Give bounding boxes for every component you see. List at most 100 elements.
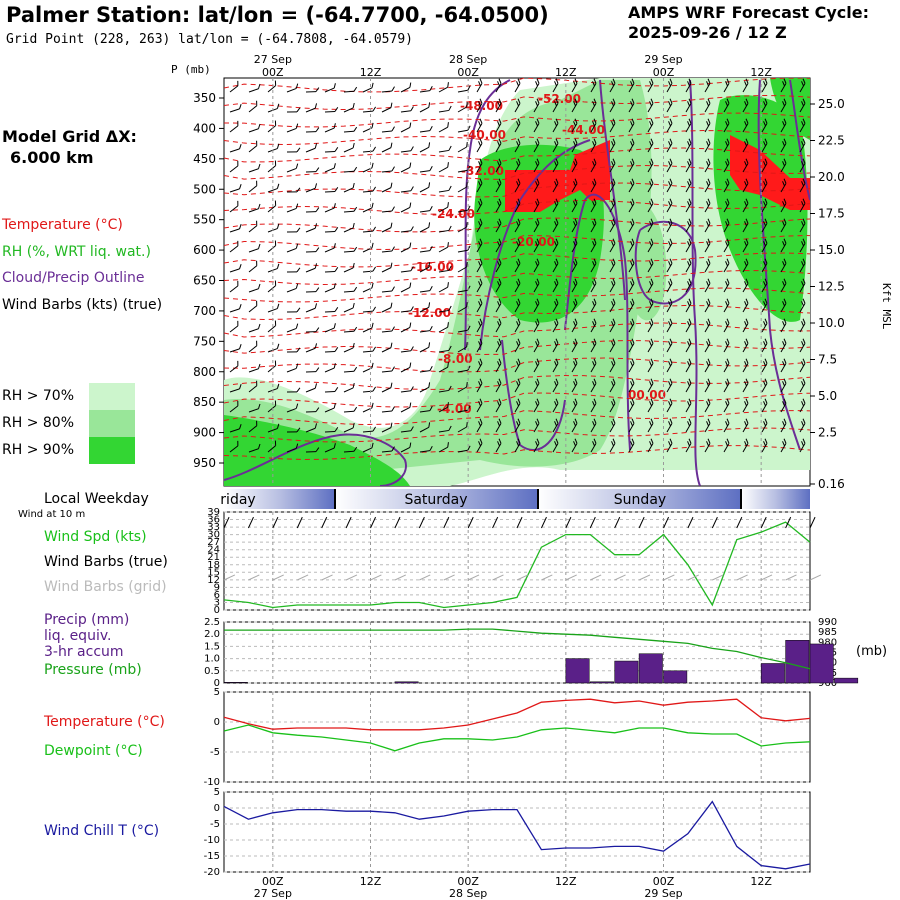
wind-barb-flag bbox=[447, 242, 449, 248]
wind-barb-flag bbox=[466, 341, 468, 348]
wind-barb bbox=[628, 238, 635, 253]
wind-barb bbox=[343, 326, 358, 333]
wind-barb-flag bbox=[706, 381, 709, 387]
wind-barb bbox=[419, 262, 431, 273]
wind-barb bbox=[324, 147, 339, 153]
weekday-name: Sunday bbox=[614, 492, 666, 508]
wind-barb-flag bbox=[410, 146, 414, 152]
wind-barb bbox=[438, 442, 449, 453]
wind-barb-flag bbox=[574, 278, 578, 284]
wind-barb-flag bbox=[371, 442, 374, 448]
wind-barb bbox=[704, 358, 711, 373]
wind-barb bbox=[324, 107, 339, 113]
wind-barb-flag bbox=[611, 361, 614, 367]
wind-barb bbox=[723, 178, 730, 193]
wind-barb-shaft bbox=[799, 303, 806, 313]
wind-barb-shaft bbox=[400, 327, 411, 333]
wind-barb bbox=[305, 223, 318, 233]
wind-barb-shaft bbox=[324, 367, 335, 373]
wind-barb-flag bbox=[334, 227, 339, 232]
wind-barb bbox=[590, 438, 597, 453]
wind-barb-flag bbox=[574, 178, 578, 184]
wind-barb-flag bbox=[372, 146, 377, 152]
wind-barb-flag bbox=[745, 238, 749, 244]
wind-barb-shaft bbox=[514, 403, 521, 413]
wind-barb-flag bbox=[535, 401, 538, 407]
wind-barb-shaft bbox=[514, 223, 521, 233]
wind-barb bbox=[248, 180, 258, 193]
wind-barb bbox=[780, 98, 787, 113]
wind-barb-shaft bbox=[362, 230, 374, 233]
wind-barb-flag bbox=[479, 138, 483, 144]
wind-barb-shaft bbox=[785, 516, 792, 529]
kft-tick-label: 22.5 bbox=[818, 134, 845, 148]
wind-barb-shaft bbox=[495, 443, 502, 453]
wind-barb-shaft bbox=[457, 89, 468, 93]
wind-barb-shaft bbox=[609, 123, 616, 133]
wind-barb-flag bbox=[802, 338, 806, 344]
wind-barb-shaft bbox=[590, 143, 597, 153]
wind-barb bbox=[533, 418, 540, 433]
wind-barb-flag bbox=[669, 338, 673, 344]
forecast-cycle-date: 2025-09-26 / 12 Z bbox=[628, 23, 787, 42]
wind-barb-flag bbox=[428, 422, 431, 428]
wind-barb-flag bbox=[497, 261, 500, 267]
wind-barb-shaft bbox=[438, 366, 448, 373]
legend-rh: RH (%, WRT liq. wat.) bbox=[2, 244, 151, 260]
wind-barb-flag bbox=[801, 281, 804, 287]
temperature-contour bbox=[224, 78, 810, 93]
kft-tick-label: 2.5 bbox=[818, 426, 837, 440]
wind-barb-shaft bbox=[723, 203, 730, 213]
wind-barb bbox=[685, 238, 692, 253]
kft-tick-label: 0.16 bbox=[818, 477, 845, 491]
surface-wind-barb bbox=[247, 516, 254, 529]
wind-barb-flag bbox=[706, 281, 709, 287]
wind-barb-flag bbox=[706, 241, 709, 247]
wind-barb-flag bbox=[274, 120, 277, 126]
wind-barb-shaft bbox=[799, 243, 806, 253]
wind-barb bbox=[438, 425, 452, 433]
wind-barb-flag bbox=[668, 161, 671, 167]
wind-barb-shaft bbox=[540, 516, 547, 529]
wind-barb-flag bbox=[573, 421, 576, 427]
wind-barb-shaft bbox=[609, 323, 616, 333]
wind-barb bbox=[647, 438, 654, 453]
wind-barb-flag bbox=[256, 220, 258, 226]
wind-barb bbox=[476, 298, 483, 313]
wind-barb-flag bbox=[391, 246, 395, 252]
wind-barb-shaft bbox=[666, 323, 673, 333]
wind-barb bbox=[400, 82, 412, 93]
wind-barb bbox=[476, 158, 483, 173]
wind-barb-shaft bbox=[419, 410, 430, 413]
wind-barb-flag bbox=[631, 98, 635, 104]
wind-barb-shaft bbox=[381, 170, 392, 173]
wind-barb-shaft bbox=[609, 203, 616, 213]
wind-barb-flag bbox=[371, 162, 374, 168]
pressure-tick-label: 900 bbox=[193, 426, 216, 440]
wind-barb-shaft bbox=[400, 207, 411, 213]
wind-barb-shaft bbox=[267, 445, 276, 453]
wind-barb-shaft bbox=[362, 150, 374, 153]
wind-barb-shaft bbox=[286, 247, 297, 253]
wind-barb-flag bbox=[592, 141, 595, 147]
legend-cloud-outline: Cloud/Precip Outline bbox=[2, 270, 145, 286]
wind-barb-flag bbox=[744, 141, 747, 147]
temp-panel-tick-label: -5 bbox=[210, 747, 220, 758]
wind-barb bbox=[685, 138, 692, 153]
wind-barb bbox=[343, 342, 355, 353]
wind-barb-flag bbox=[802, 418, 806, 424]
wind-barb-flag bbox=[555, 298, 559, 304]
wind-barb-flag bbox=[497, 381, 500, 387]
wind-barb-flag bbox=[536, 438, 540, 444]
wind-barb-shaft bbox=[565, 516, 572, 529]
wind-barb-flag bbox=[630, 401, 633, 407]
wind-barb-flag bbox=[631, 278, 635, 284]
wind-barb-flag bbox=[669, 298, 673, 304]
wind-barb-shaft bbox=[343, 347, 354, 353]
wind-barb-flag bbox=[706, 321, 709, 327]
wind-barb-shaft bbox=[248, 574, 260, 581]
wind-barb-flag bbox=[688, 438, 692, 444]
wind-barb-flag bbox=[276, 103, 280, 109]
wind-barb-shaft bbox=[514, 203, 521, 213]
wind-barb-shaft bbox=[400, 247, 411, 253]
